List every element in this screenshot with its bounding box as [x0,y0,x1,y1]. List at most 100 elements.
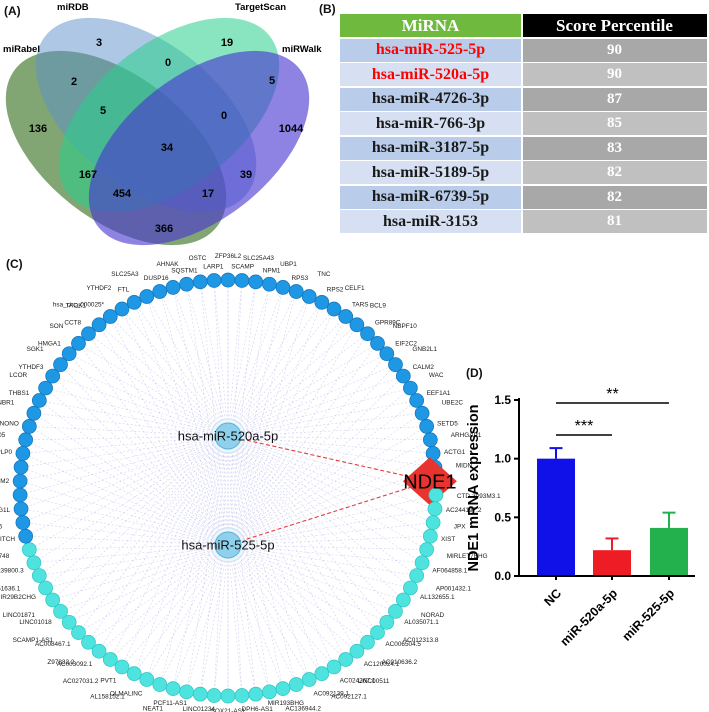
mrna-gene-node [192,274,208,290]
lncrna-gene-node [349,643,365,659]
edge-hub-to-gene [98,324,229,546]
panel-b-label: (B) [319,2,336,16]
mrna-gene-node [326,301,342,317]
lncrna-gene-node [31,568,47,583]
network-edges [20,280,436,696]
table-cell-score: 90 [522,63,707,86]
edge-hub-to-gene [29,426,229,437]
gene-label: ZFP36L2 [215,253,242,260]
lncrna-gene-node [326,659,342,675]
gene-label: SCAMP [231,263,254,270]
edge-hub-to-gene [227,435,396,612]
edge-hub-to-gene [227,364,396,546]
edge-hub-to-gene [88,544,229,643]
gene-label: AP001432.1 [436,585,472,592]
edge-hub-to-gene [227,435,434,523]
gene-label: AC024267.1 [340,677,376,684]
edge-hub-to-gene [121,544,229,668]
mrna-gene-node [262,276,277,292]
table-cell-score: 85 [522,112,707,135]
gene-label: AF064858.1 [432,568,467,575]
edge-hub-to-gene [22,435,229,523]
edge-hub-to-gene [227,544,396,612]
edge-hub-to-gene [186,544,229,692]
gene-label: UBP1 [280,261,297,268]
mrna-gene-node [18,528,34,544]
lncrna-gene-node [26,555,42,571]
edge-hub-to-gene [227,435,310,680]
edge-hub-to-gene [110,544,229,660]
edge-hub-to-gene [227,291,297,437]
gene-label: NEAT1 [143,705,164,712]
edge-hub-to-gene [20,508,229,546]
bar-miR-525-5p [650,527,688,576]
x-category-label: miR-520a-5p [558,586,621,649]
gene-label: MIRLET7BHG [447,553,488,560]
mrna-gene-node [379,346,395,362]
edge-hub-to-gene [172,544,229,689]
gene-label: OLMALINC [110,691,143,698]
edge-hub-to-gene [21,435,229,468]
panel-a-label: (A) [4,4,21,18]
edge-hub-to-gene [33,544,229,564]
lncrna-gene-node [165,681,181,696]
edge-hub-to-gene [227,544,297,685]
gene-label: NPM1 [263,267,281,274]
lncrna-gene-node [379,614,395,630]
mrna-gene-node [220,272,236,288]
edge-hub-to-gene [227,435,284,689]
gene-label: YTHDF2 [86,285,111,292]
edge-hub-to-gene [227,544,368,643]
gene-label: SCAMP1-AS1 [13,637,54,644]
edge-hub-to-gene [227,324,358,437]
edge-hub-to-gene [20,480,229,546]
lncrna-gene-node [248,686,264,702]
edge-hub-to-gene [227,287,284,437]
edge-hub-to-gene [227,284,270,546]
edge-hub-to-gene [227,364,396,437]
edge-hub-to-gene [213,435,229,696]
gene-label: AC120024.1 [364,661,400,668]
venn-count: 366 [155,223,173,235]
edge-hub-to-gene [227,426,427,546]
gene-label: THBS1 [9,390,30,397]
edge-hub-to-gene [45,387,229,546]
venn-count: 167 [79,169,97,181]
gene-label: AC092127.1 [331,693,367,700]
mrna-gene-node [425,446,441,461]
edge-hub-to-gene [227,435,270,692]
edge-hub-to-gene [68,435,229,623]
gene-label: RPS3 [291,275,308,282]
edge-hub-to-gene [133,302,229,437]
edge-hub-to-gene [227,435,358,652]
edge-hub-to-gene [186,284,229,546]
gene-label: MIDN [456,462,473,469]
gene-label: CTD-3093M3.1 [457,493,501,500]
mrna-gene-node [102,309,118,324]
edge-hub-to-gene [60,544,229,612]
edge-hub-to-gene [45,387,229,437]
edge-hub-to-gene [227,435,404,601]
gene-label: AC008467.1 [35,641,71,648]
mrna-gene-node [349,317,365,333]
lncrna-gene-node [102,652,118,667]
mirna-score-table: MiRNA Score Percentile hsa-miR-525-5p 90 hsa… [340,14,707,233]
lncrna-gene-node [288,677,304,692]
mirna-hub-node [214,531,242,559]
mrna-gene-node [248,274,264,290]
lncrna-gene-node [152,677,168,692]
edge-hub-to-gene [45,435,229,589]
mrna-gene-node [419,419,435,434]
edge-hub-to-gene [133,544,229,674]
gene-label: TAOK1 [66,302,87,309]
lncrna-gene-node [81,634,96,650]
edge-hub-to-gene [227,435,417,576]
lncrna-gene-node [192,686,208,702]
lncrna-gene-node [275,681,291,696]
lncrna-gene-node [262,684,277,700]
mrna-gene-node [234,273,250,288]
lncrna-gene-node [220,688,236,704]
